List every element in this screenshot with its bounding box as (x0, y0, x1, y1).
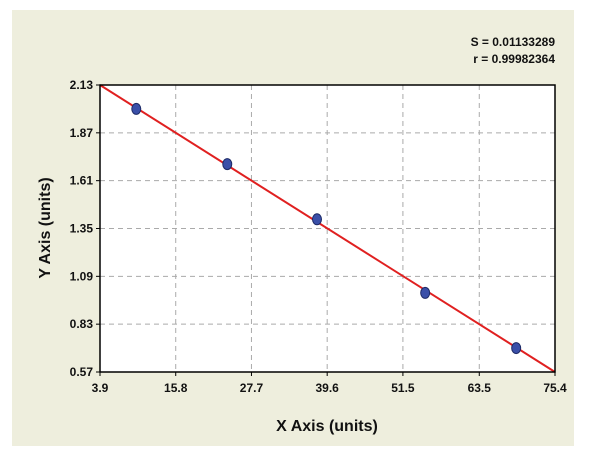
y-tick-label: 0.83 (70, 317, 94, 331)
annotation: r = 0.99982364 (473, 52, 555, 66)
data-point (131, 102, 142, 115)
y-tick-label: 2.13 (70, 78, 94, 92)
x-tick-label: 75.4 (543, 381, 567, 395)
annotation: S = 0.01133289 (471, 35, 556, 49)
y-tick-label: 0.57 (70, 365, 94, 379)
x-tick-label: 15.8 (164, 381, 188, 395)
data-point (511, 342, 522, 355)
x-tick-label: 27.7 (240, 381, 264, 395)
data-point (312, 213, 322, 226)
plot-border (99, 84, 556, 373)
y-tick-label: 1.09 (70, 269, 94, 283)
y-axis-label: Y Axis (units) (37, 177, 54, 278)
data-point (420, 286, 431, 299)
fit-line (99, 84, 556, 373)
y-tick-label: 1.87 (70, 126, 94, 140)
x-tick-label: 39.6 (316, 381, 340, 395)
x-tick-label: 3.9 (92, 381, 109, 395)
data-point (222, 158, 233, 171)
y-tick-label: 1.35 (70, 222, 94, 236)
x-axis-label: X Axis (units) (276, 418, 378, 435)
x-tick-label: 51.5 (391, 381, 415, 395)
y-tick-label: 1.61 (70, 174, 94, 188)
x-tick-label: 63.5 (468, 381, 492, 395)
